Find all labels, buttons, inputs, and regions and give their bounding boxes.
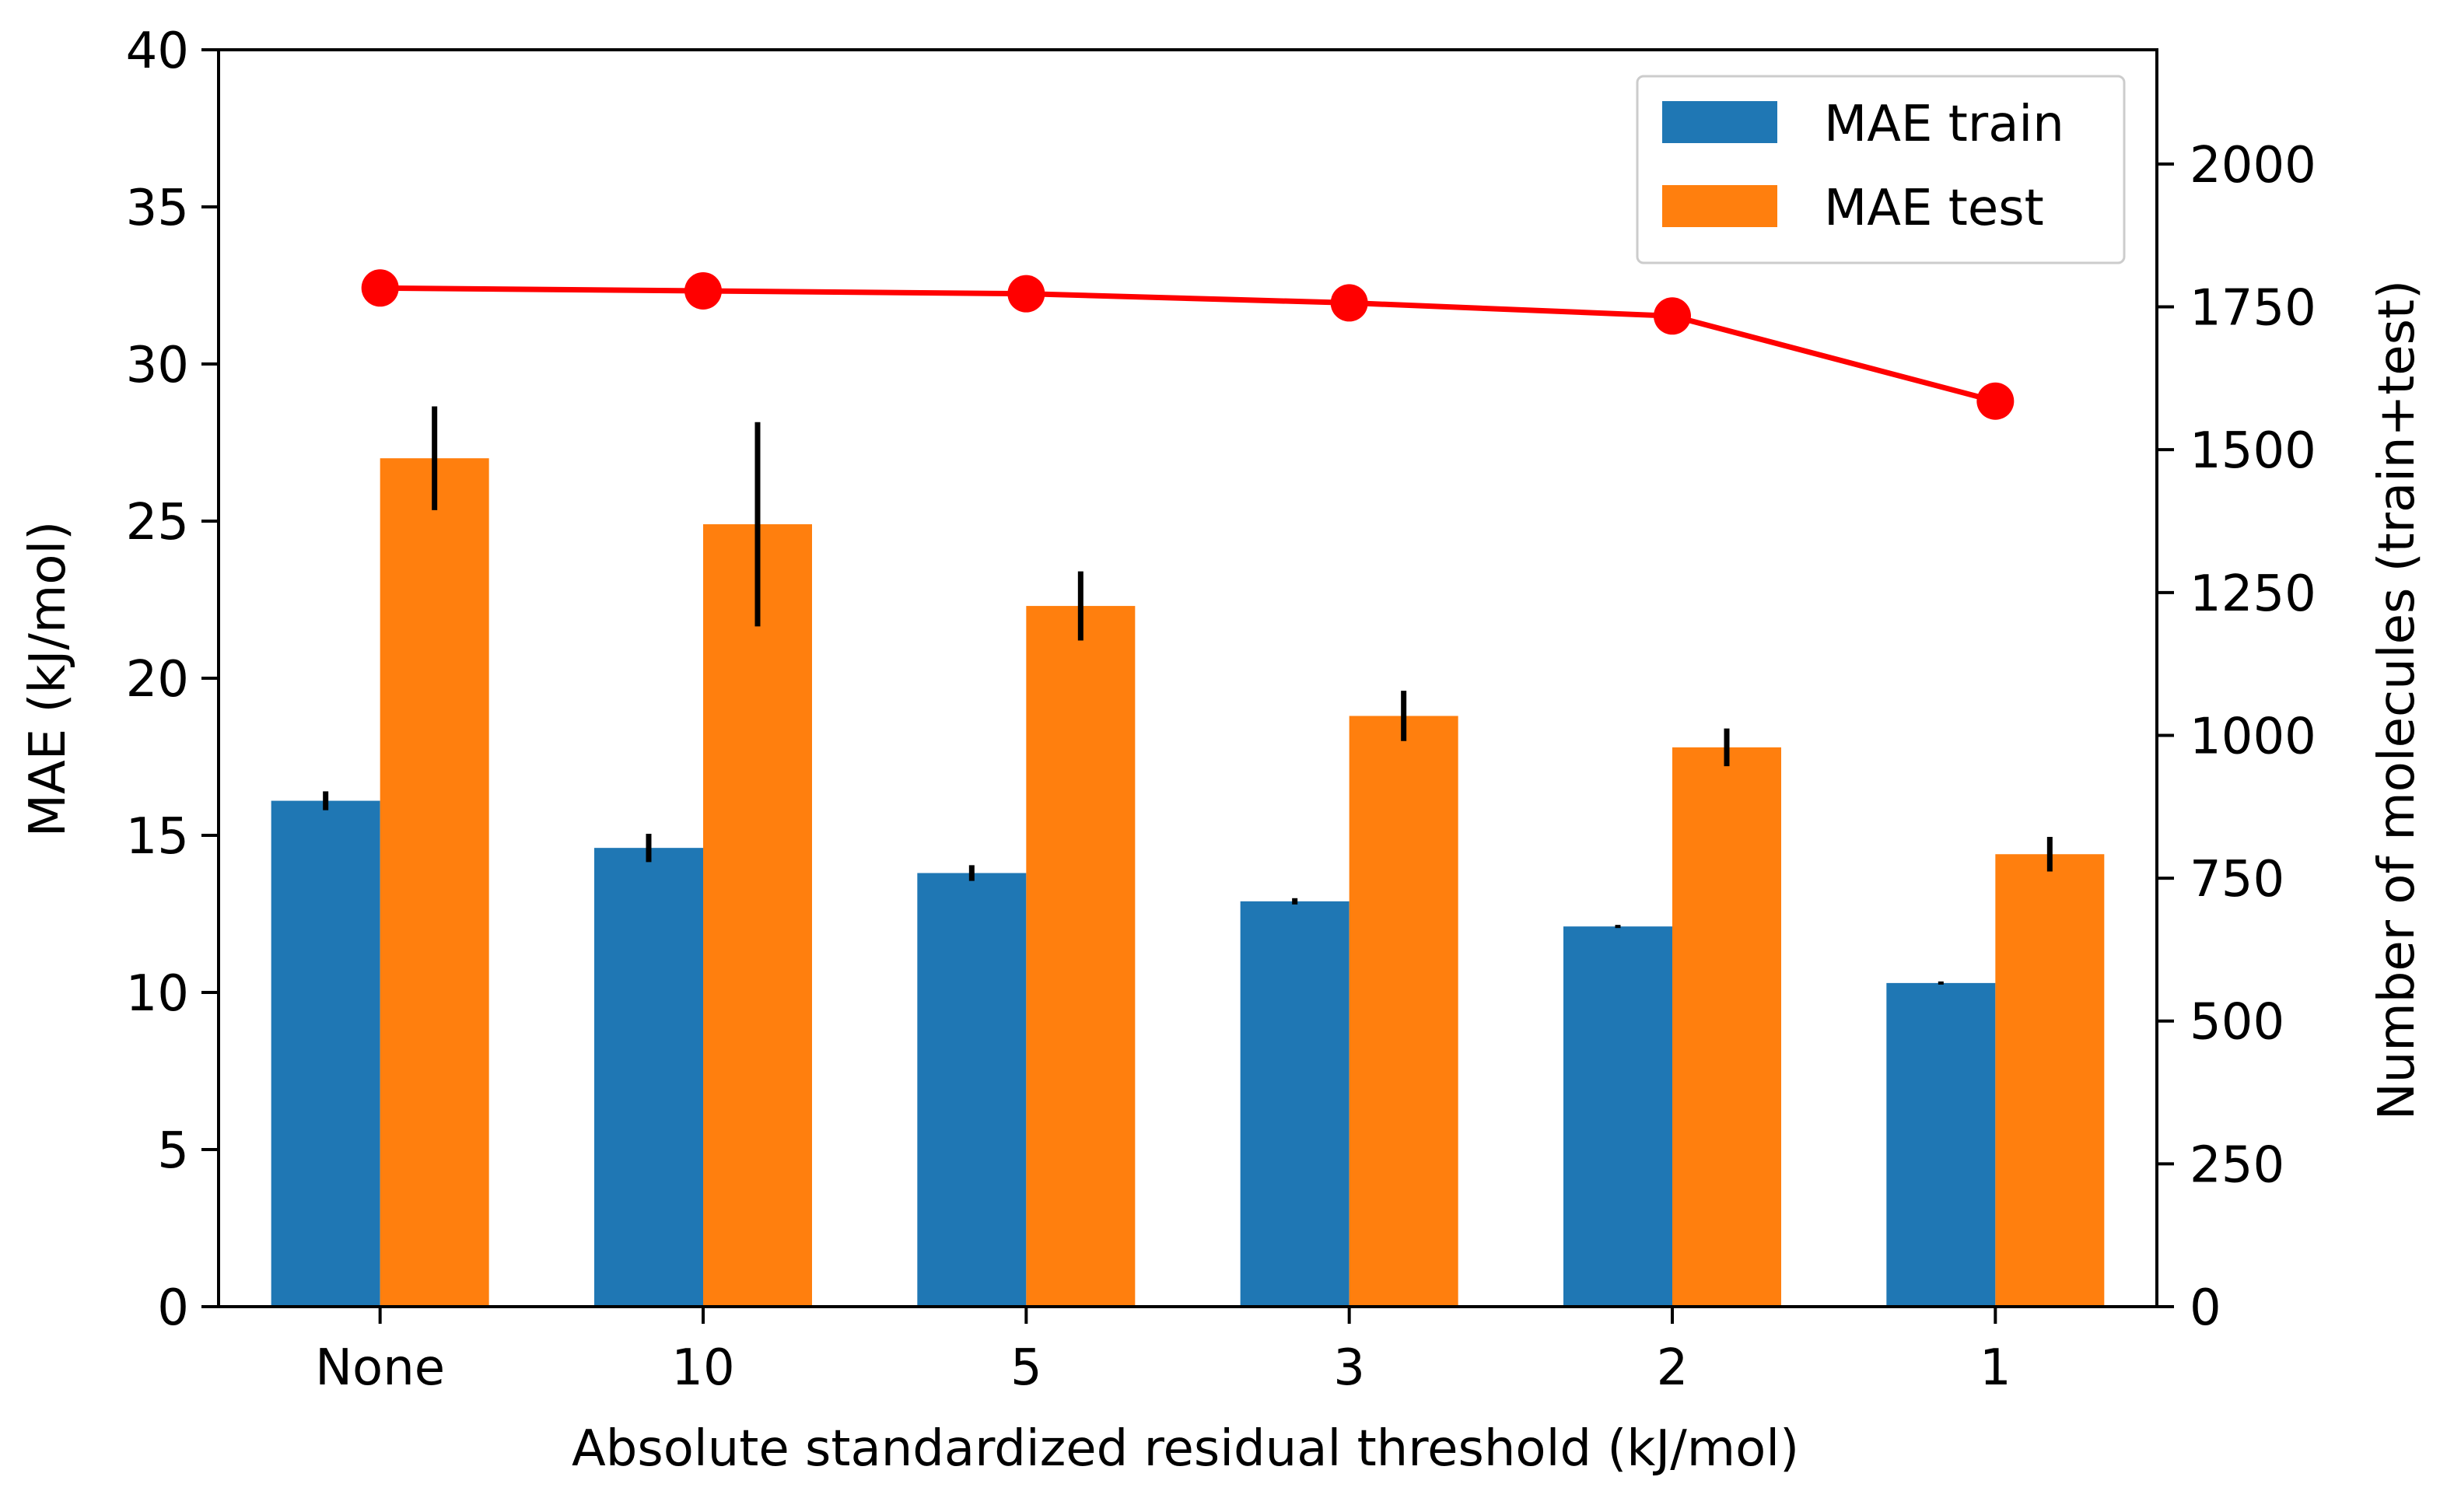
bar-mae-test-none [380,458,489,1307]
molecule-count-point-5 [1007,275,1045,313]
y2-axis-title: Number of molecules (train+test) [2368,280,2426,1120]
y-tick-label-30: 30 [126,337,189,394]
y2-tick-label-1750: 1750 [2190,280,2316,338]
bar-mae-train-2 [1563,926,1672,1307]
bar-mae-test-5 [1026,606,1136,1307]
x-axis-title: Absolute standardized residual threshold… [572,1420,1799,1478]
bar-mae-train-10 [594,848,703,1307]
y-tick-label-10: 10 [126,965,189,1023]
molecule-count-line [380,285,1997,404]
x-tick-label-2: 2 [1657,1339,1689,1397]
legend-label-mae-test: MAE test [1824,180,2044,237]
legend: MAE train MAE test [1636,75,2126,264]
bar-mae-train-5 [917,873,1027,1307]
y-tick-label-5: 5 [157,1122,189,1180]
x-tick-label-10: 10 [671,1339,734,1397]
molecule-count-point-3 [1330,284,1368,322]
y2-tick-label-0: 0 [2190,1279,2221,1337]
molecule-count-line-layer [361,269,2015,420]
bars-layer [271,458,2105,1307]
axes-layer: 0510152025303540025050075010001250150017… [126,23,2316,1397]
bar-mae-test-1 [1995,854,2105,1307]
x-tick-label-none: None [315,1339,445,1397]
legend-label-mae-train: MAE train [1824,96,2064,153]
y2-tick-label-1250: 1250 [2190,565,2316,623]
y-tick-label-0: 0 [157,1279,189,1337]
x-tick-label-3: 3 [1333,1339,1365,1397]
molecule-count-point-2 [1654,297,1691,335]
y-axis-title: MAE (kJ/mol) [19,521,77,838]
y2-tick-label-1000: 1000 [2190,708,2316,765]
molecule-count-point-1 [1976,382,2015,420]
bar-mae-test-2 [1672,747,1781,1307]
bar-mae-test-3 [1349,716,1458,1307]
molecule-count-point-10 [684,271,722,310]
x-tick-label-5: 5 [1010,1339,1042,1397]
y2-tick-label-2000: 2000 [2190,137,2316,194]
legend-swatch-mae-test [1662,185,1777,227]
bar-mae-train-3 [1240,901,1350,1307]
bar-mae-train-1 [1886,982,1996,1307]
bar-mae-train-none [271,800,380,1307]
molecule-count-point-none [361,269,399,307]
y-tick-label-40: 40 [126,23,189,80]
error-bars-layer [323,406,2053,985]
y-tick-label-15: 15 [126,808,189,866]
y2-tick-label-500: 500 [2190,994,2284,1052]
legend-swatch-mae-train [1662,101,1777,143]
y-tick-label-20: 20 [126,651,189,709]
y2-tick-label-1500: 1500 [2190,422,2316,480]
y-tick-label-25: 25 [126,494,189,551]
y-tick-label-35: 35 [126,180,189,237]
y2-tick-label-750: 750 [2190,851,2284,908]
x-tick-label-1: 1 [1980,1339,2011,1397]
y2-tick-label-250: 250 [2190,1136,2284,1194]
bar-mae-test-10 [703,524,812,1307]
